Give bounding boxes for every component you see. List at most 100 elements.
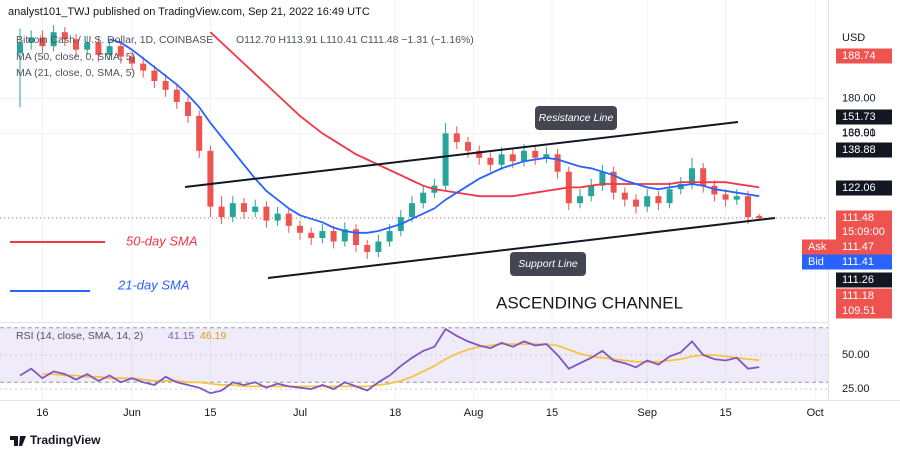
candle-body: [285, 213, 292, 226]
rsi-legend: RSI (14, close, SMA, 14, 2): [16, 330, 143, 342]
price-label: 122.06: [842, 182, 876, 194]
price-label: 111.18: [842, 290, 874, 302]
candle-body: [521, 150, 527, 162]
candle-body: [599, 171, 606, 186]
candle-body: [95, 42, 102, 55]
price-label-prefix: Ask: [808, 241, 827, 253]
plot: 180.00 160.00 16 Jun 15 Jul 18 Aug 15 Sep 15 Oct 50.…: [0, 0, 876, 419]
rsi-value: 41.15: [168, 330, 194, 342]
candle-body: [319, 231, 326, 239]
candle-body: [129, 56, 135, 64]
price-label-box: [836, 210, 892, 226]
candle-body: [151, 70, 158, 82]
published-text: analyst101_TWJ published on TradingView.…: [8, 6, 370, 18]
x-tick-label: Jun: [123, 407, 141, 419]
price-label: 15:09:00: [842, 226, 885, 238]
channel-annotation: ASCENDING CHANNEL: [496, 293, 683, 312]
price-label-box: [836, 239, 892, 255]
y-tick-label: 160.00: [842, 127, 876, 139]
candle-body: [73, 39, 79, 50]
x-tick-label: Aug: [464, 407, 484, 419]
candle-body: [509, 154, 516, 162]
candle-body: [554, 154, 561, 172]
candle-body: [453, 133, 460, 143]
x-tick-label: 16: [36, 407, 48, 419]
candle-body: [621, 192, 628, 200]
resistance-label: Resistance Line: [539, 112, 614, 124]
ma50-legend: MA (50, close, 0, SMA, 5): [16, 51, 135, 63]
candle-body: [297, 225, 303, 233]
price-label: 138.91: [842, 127, 876, 139]
sma50-annotation: 50-day SMA: [126, 233, 198, 248]
candle-body: [364, 245, 371, 252]
symbol-text: Bitcoin Cash / U.S. Dollar, 1D, COINBASE: [16, 34, 213, 46]
candle-body: [106, 46, 113, 55]
price-label: 111.41: [842, 256, 874, 268]
price-label-prefix: Bid: [808, 256, 824, 268]
candle-body: [241, 203, 247, 212]
ma21-legend: MA (21, close, 0, SMA, 5): [16, 67, 135, 79]
candle-body: [689, 168, 695, 184]
x-tick-label: Sep: [637, 407, 657, 419]
candle-body: [577, 196, 583, 204]
candle-body: [196, 115, 203, 151]
candle-body: [442, 133, 449, 186]
sma21-annotation: 21-day SMA: [117, 277, 190, 292]
candle-body: [229, 203, 236, 218]
candle-body: [274, 213, 281, 221]
candle-body: [353, 229, 359, 245]
ohlc-text: O112.70 H113.91 L110.41 C111.48 −1.31 (−…: [236, 34, 474, 46]
candle-body: [39, 37, 46, 47]
candle-body: [722, 194, 729, 200]
currency: USD: [842, 32, 865, 44]
candle-body: [140, 63, 147, 71]
candle-body: [17, 42, 23, 54]
candle-body: [341, 229, 348, 242]
candle-body: [655, 196, 662, 204]
candle-body: [588, 185, 595, 197]
footer-brand: TradingView: [30, 433, 101, 447]
candle-body: [185, 101, 191, 116]
candle-body: [644, 196, 651, 207]
candle-body: [409, 203, 415, 218]
candle-body: [756, 215, 763, 218]
candle-body: [532, 150, 539, 158]
ma-line: [109, 38, 760, 234]
candle-body: [465, 142, 471, 151]
price-label-box: [836, 109, 892, 125]
price-label-box: [836, 224, 892, 240]
price-label: 111.48: [842, 212, 874, 224]
candle-body: [420, 192, 427, 204]
candle-body: [733, 196, 740, 200]
candle-body: [543, 154, 550, 158]
ma-line: [209, 31, 760, 198]
candle-body: [263, 206, 270, 221]
candle-body: [487, 157, 494, 165]
candle-body: [700, 168, 707, 186]
price-label-box: [836, 303, 892, 319]
price-label-box: [836, 180, 892, 196]
support-callout: [510, 252, 586, 276]
candle-body: [633, 199, 639, 207]
price-label: 109.51: [842, 305, 876, 317]
price-label-box: [836, 254, 892, 270]
resistance-line: [184, 121, 739, 188]
rsi-line: [19, 327, 760, 395]
candle-body: [386, 231, 393, 242]
candle-body: [207, 150, 214, 207]
rsi-sma-line: [42, 343, 760, 388]
price-label-box: [836, 288, 892, 304]
price-label-box: [802, 239, 836, 255]
price-label-box: [836, 48, 892, 64]
candle-body: [84, 42, 91, 50]
x-tick-label: 15: [546, 407, 558, 419]
resistance-callout: [535, 106, 617, 130]
y-tick-label: 180.00: [842, 92, 876, 104]
price-label: 111.47: [842, 241, 874, 253]
rsi-tick-label: 50.00: [842, 349, 870, 361]
candle-body: [218, 206, 225, 218]
x-tick-label: Jul: [293, 407, 307, 419]
candle-body: [330, 231, 337, 242]
candle-body: [61, 32, 68, 40]
